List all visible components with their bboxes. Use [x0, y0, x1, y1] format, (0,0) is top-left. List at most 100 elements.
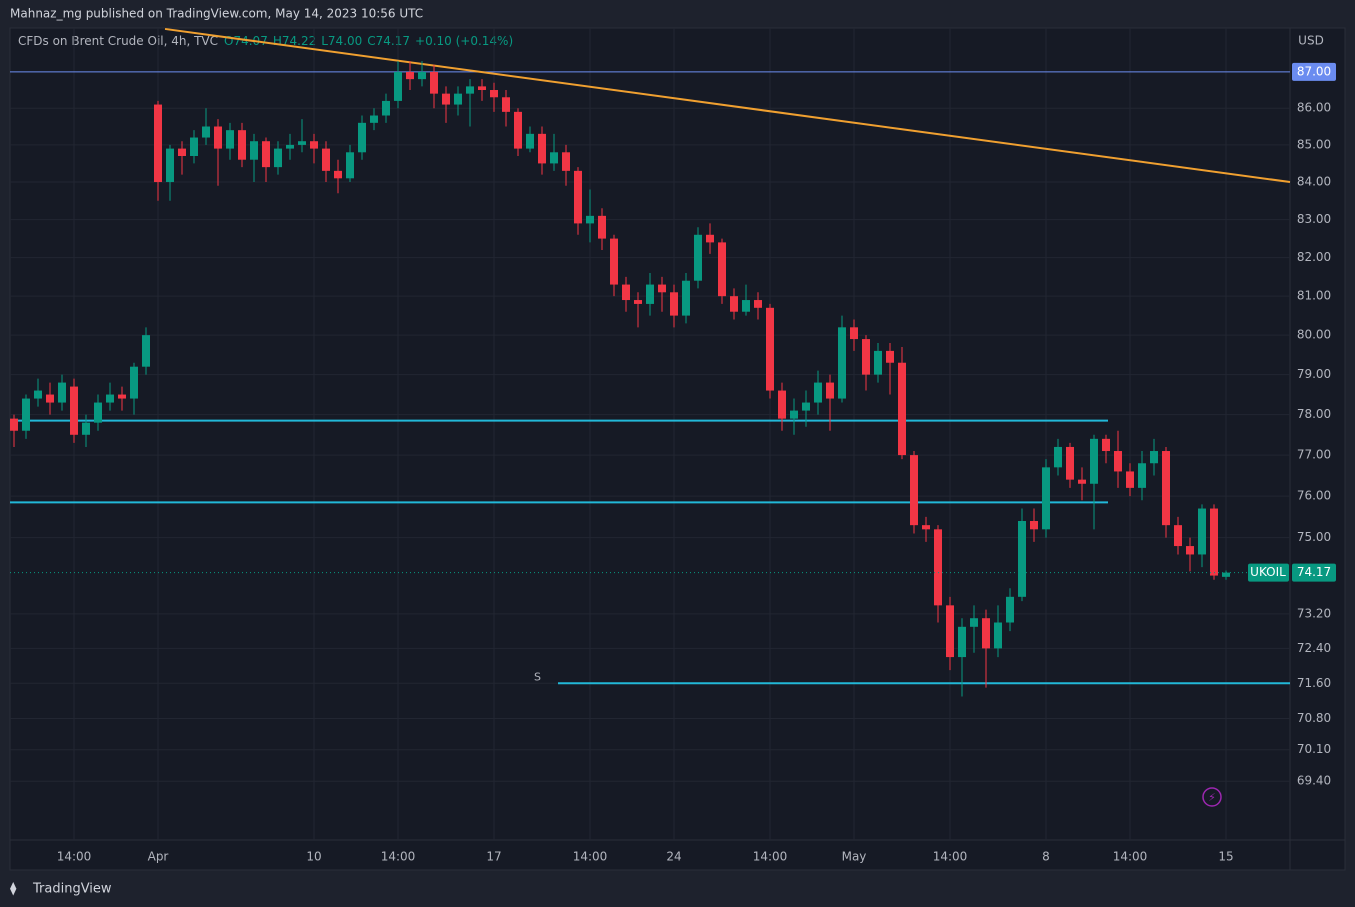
y-tick-label: 78.00: [1297, 407, 1331, 421]
candle-body: [706, 234, 714, 243]
legend-value: C74.17: [367, 34, 410, 48]
y-tick-label: 75.00: [1297, 530, 1331, 544]
legend-title: CFDs on Brent Crude Oil, 4h, TVC: [18, 34, 218, 48]
candle-body: [22, 398, 30, 431]
candle-body: [1162, 451, 1170, 526]
price-badge: [1292, 62, 1336, 81]
y-tick-label: 70.80: [1297, 711, 1331, 725]
candle-body: [430, 71, 438, 94]
y-tick-label: 87.00: [1297, 64, 1331, 78]
candle-body: [562, 152, 570, 171]
legend-value: L74.00: [321, 34, 362, 48]
alert-icon-glyph: ⚡: [1208, 791, 1216, 804]
candle-body: [790, 410, 798, 419]
candle-body: [1090, 438, 1098, 484]
symbol-label: UKOIL: [1250, 565, 1286, 579]
candle-body: [466, 86, 474, 94]
candle-body: [154, 104, 162, 183]
y-tick-label: 82.00: [1297, 250, 1331, 264]
candle-body: [322, 148, 330, 171]
legend-value: +0.10 (+0.14%): [415, 34, 513, 48]
candle-body: [178, 148, 186, 156]
candle-body: [682, 280, 690, 316]
candle-body: [958, 626, 966, 658]
y-tick-label: 79.00: [1297, 367, 1331, 381]
trendline: [164, 27, 1291, 184]
candle-body: [382, 100, 390, 116]
symbol-badge: [1248, 563, 1289, 582]
candle-body: [922, 525, 930, 530]
footer-brand: TradingView: [32, 882, 112, 897]
candle-body: [1054, 446, 1062, 468]
x-tick-label: 14:00: [57, 850, 92, 864]
candle-body: [934, 529, 942, 606]
candle-body: [274, 148, 282, 168]
candle-body: [1114, 451, 1122, 472]
y-tick-label: 69.40: [1297, 774, 1331, 788]
candle-body: [862, 339, 870, 375]
y-tick-label: 83.00: [1297, 212, 1331, 226]
candle-body: [334, 170, 342, 179]
y-tick-label: 71.60: [1297, 676, 1331, 690]
candle-body: [730, 296, 738, 312]
candle-body: [118, 394, 126, 399]
candle-body: [262, 141, 270, 168]
candle-body: [1018, 520, 1026, 597]
candle-body: [550, 152, 558, 164]
candle-body: [634, 300, 642, 304]
candle-body: [994, 622, 1002, 649]
y-tick-label: 72.40: [1297, 641, 1331, 655]
candle-body: [574, 170, 582, 224]
alert-icon[interactable]: [1202, 787, 1222, 807]
candle-body: [982, 618, 990, 649]
candle-body: [1186, 546, 1194, 555]
y-tick-label: 80.00: [1297, 328, 1331, 342]
candle-body: [1030, 520, 1038, 530]
x-tick-label: 14:00: [933, 850, 968, 864]
candle-body: [766, 307, 774, 391]
candle-body: [490, 90, 498, 98]
candle-body: [658, 284, 666, 293]
x-tick-label: 14:00: [573, 850, 608, 864]
candle-body: [1150, 451, 1158, 464]
candle-body: [1210, 508, 1218, 576]
candle-body: [454, 93, 462, 105]
published-note: Mahnaz_mg published on TradingView.com, …: [10, 7, 423, 21]
candle-body: [502, 97, 510, 112]
candle-body: [694, 234, 702, 281]
candle-body: [370, 115, 378, 123]
y-tick-label: 85.00: [1297, 137, 1331, 151]
candle-body: [478, 86, 486, 91]
candle-body: [238, 130, 246, 160]
legend-value: H74.22: [273, 34, 316, 48]
y-tick-label: 81.00: [1297, 289, 1331, 303]
candle-body: [886, 350, 894, 363]
candle-body: [1222, 572, 1230, 577]
candle-body: [442, 93, 450, 105]
candle-body: [1138, 463, 1146, 488]
candle-body: [226, 130, 234, 149]
candle-body: [778, 390, 786, 419]
candle-body: [838, 327, 846, 399]
candle-body: [286, 144, 294, 149]
candle-body: [910, 455, 918, 526]
candle-body: [826, 382, 834, 399]
candle-body: [190, 137, 198, 156]
y-tick-label: 84.00: [1297, 175, 1331, 189]
y-tick-label: 76.00: [1297, 489, 1331, 503]
currency: USD: [1298, 34, 1324, 48]
candle-body: [610, 238, 618, 285]
candle-body: [1174, 525, 1182, 547]
candle-body: [34, 390, 42, 399]
candle-body: [202, 126, 210, 138]
x-tick-label: Apr: [148, 850, 169, 864]
candle-body: [670, 292, 678, 316]
candle-body: [754, 300, 762, 308]
x-tick-label: 14:00: [381, 850, 416, 864]
candle-body: [1078, 479, 1086, 484]
candle-body: [814, 382, 822, 403]
candle-body: [346, 152, 354, 179]
candle-body: [586, 215, 594, 224]
candle-body: [1066, 446, 1074, 480]
